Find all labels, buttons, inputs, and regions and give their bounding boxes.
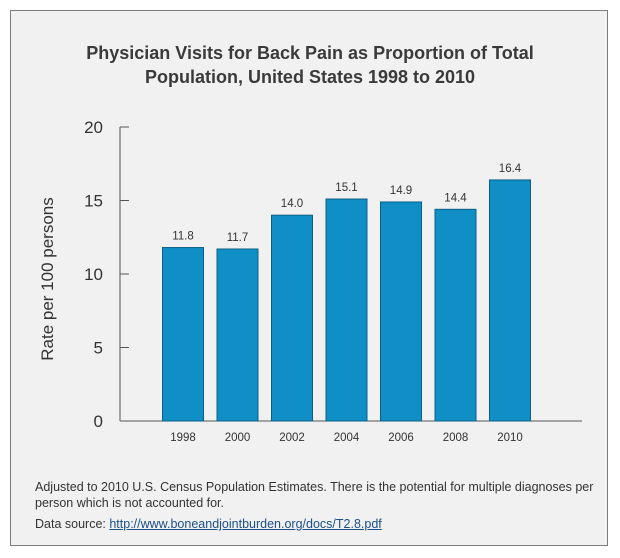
chart-title-line-2: Population, United States 1998 to 2010 xyxy=(144,67,476,87)
bar-value-label: 16.4 xyxy=(499,163,522,175)
bar-value-label: 14.0 xyxy=(281,198,303,210)
x-tick-label: 2010 xyxy=(497,432,523,444)
bar-2000 xyxy=(216,248,259,422)
chart-frame: Physician Visits for Back Pain as Propor… xyxy=(10,10,608,546)
y-tick-label: 0 xyxy=(94,412,103,431)
bar-2002 xyxy=(271,214,313,422)
bar-2006 xyxy=(380,201,422,422)
bar-2010 xyxy=(489,179,531,422)
x-tick-label: 2004 xyxy=(334,432,360,444)
chart-title-line-1: Physician Visits for Back Pain as Propor… xyxy=(86,43,534,63)
y-tick-label: 20 xyxy=(84,118,103,137)
bar-value-label: 11.8 xyxy=(172,231,194,243)
chart-labels: 0 5 10 15 20 Rate per 100 persons 11.8 1998 11.7… xyxy=(38,118,523,444)
x-tick-label: 2006 xyxy=(388,432,414,444)
x-tick-label: 1998 xyxy=(170,432,196,444)
bar-2004 xyxy=(325,198,368,422)
data-source-link[interactable]: http://www.boneandjointburden.org/docs/T… xyxy=(109,517,382,531)
data-source: Data source: http://www.boneandjointburd… xyxy=(35,516,595,532)
x-tick-label: 2002 xyxy=(279,432,305,444)
y-tick-label: 10 xyxy=(84,265,103,284)
chart-note: Adjusted to 2010 U.S. Census Population … xyxy=(35,480,594,510)
x-tick-label: 2008 xyxy=(443,432,469,444)
chart-bars xyxy=(162,179,531,422)
chart-title: Physician Visits for Back Pain as Propor… xyxy=(11,41,609,89)
bar-chart: 0 5 10 15 20 Rate per 100 persons 11.8 1998 11.7… xyxy=(38,118,582,444)
bar-value-label: 15.1 xyxy=(335,182,357,194)
data-source-label: Data source: xyxy=(35,517,110,531)
y-tick-label: 15 xyxy=(84,192,103,211)
x-tick-label: 2000 xyxy=(225,432,251,444)
bar-value-label: 14.4 xyxy=(444,192,467,204)
bar-value-label: 14.9 xyxy=(390,185,412,197)
bar-value-label: 11.7 xyxy=(227,232,249,244)
bar-1998 xyxy=(162,247,204,422)
bar-2008 xyxy=(434,208,477,422)
y-tick-label: 5 xyxy=(94,339,103,358)
y-axis-title: Rate per 100 persons xyxy=(38,197,57,361)
